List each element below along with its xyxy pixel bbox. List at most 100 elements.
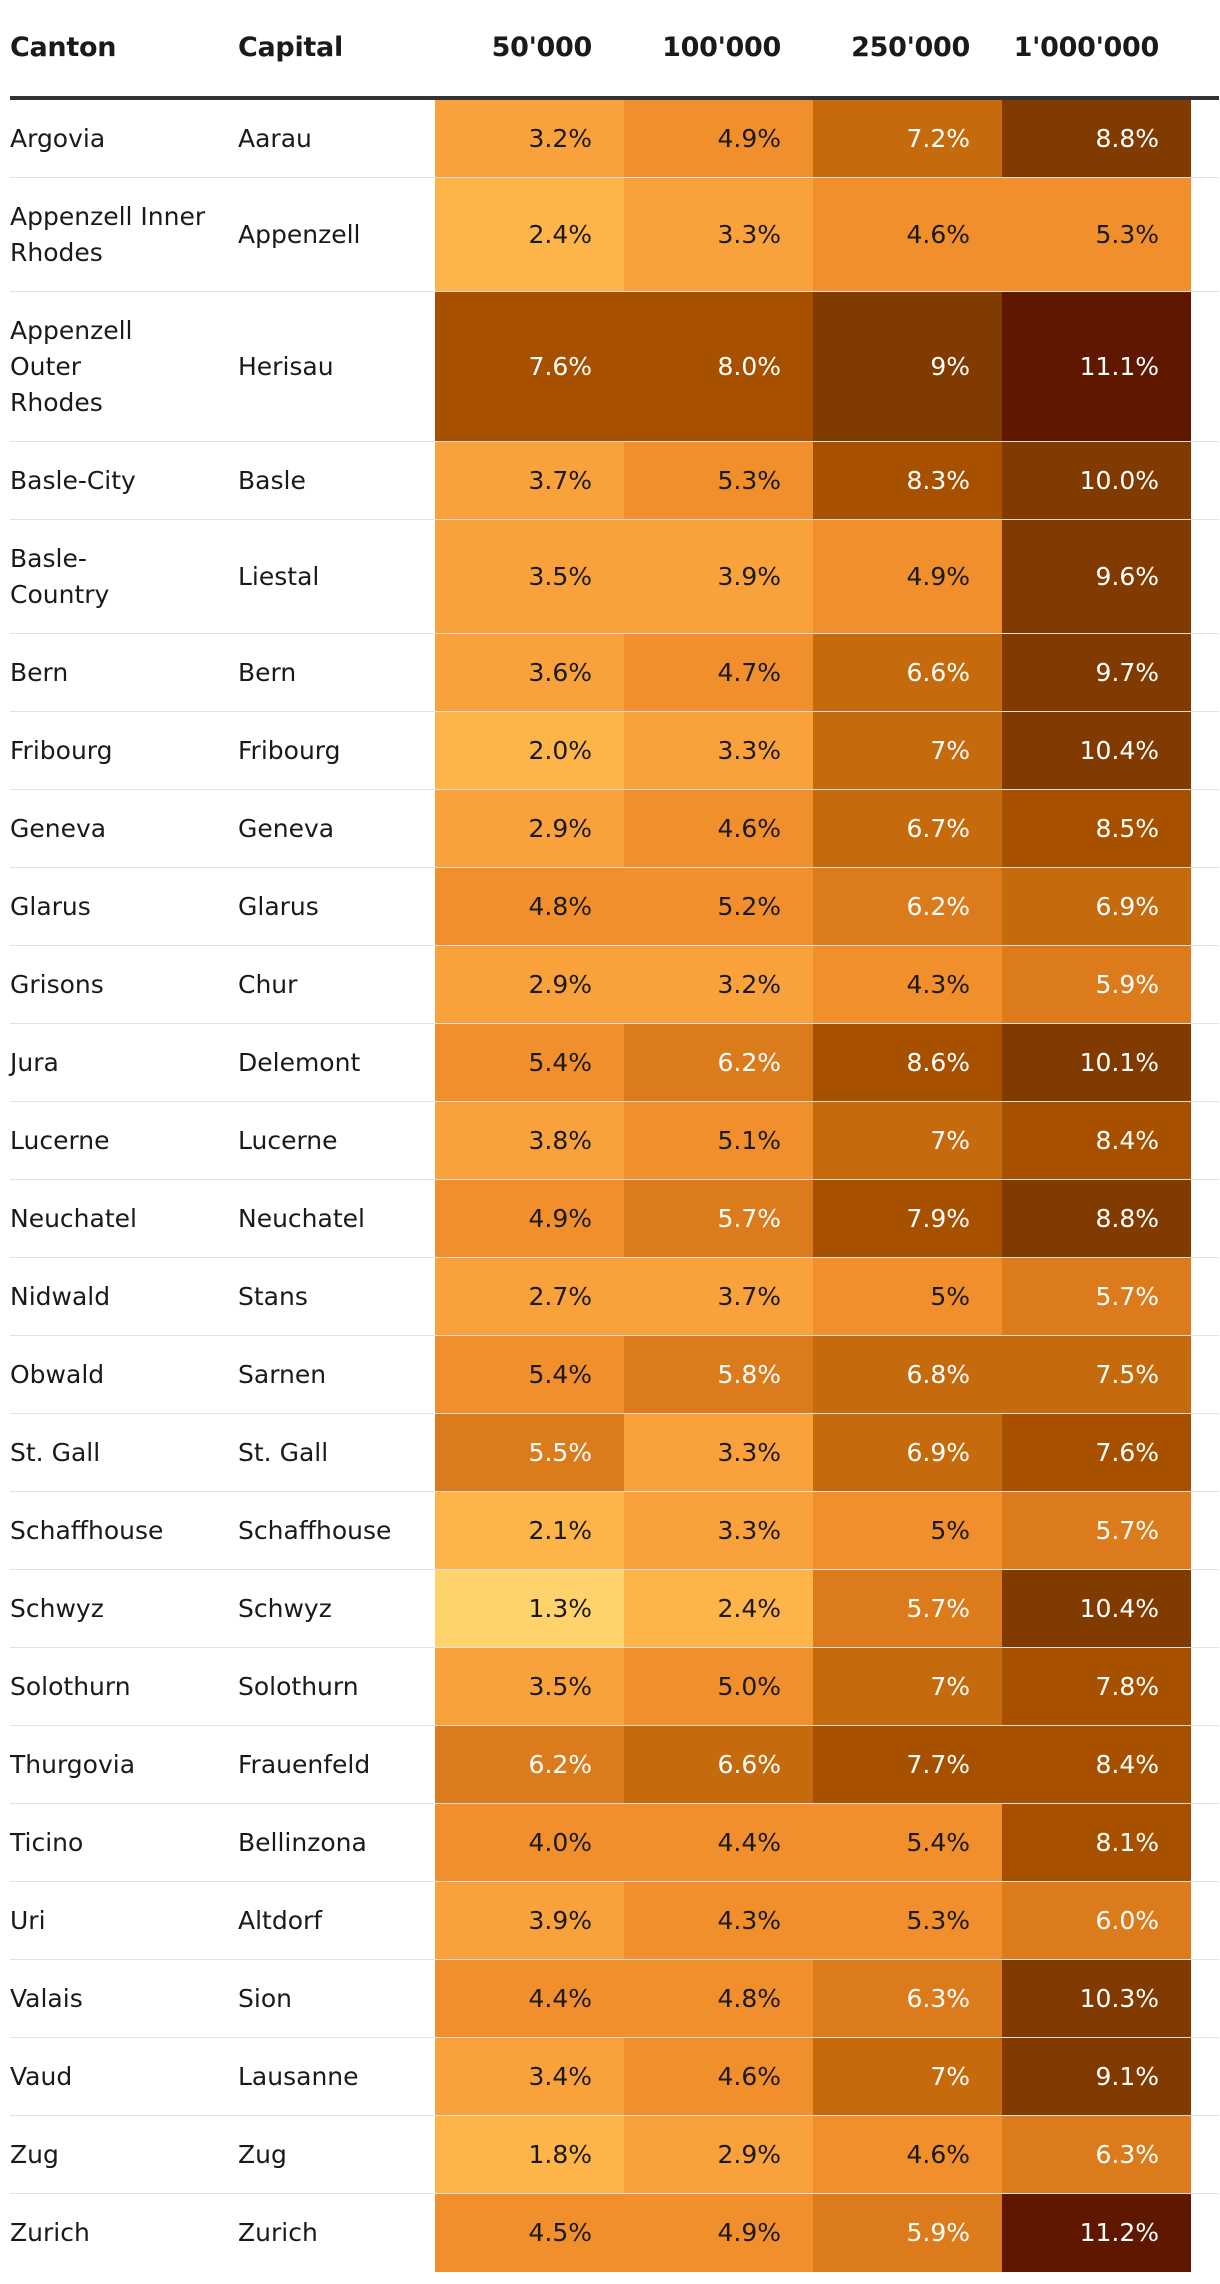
table-header: Canton Capital 50'000 100'000 250'000 1'… [10, 0, 1219, 100]
heat-cell-1000000: 10.1% [1002, 1024, 1191, 1101]
canton-schwyz: Schwyz [10, 1570, 238, 1647]
capital-label: Schaffhouse [238, 1515, 392, 1545]
capital-herisau: Herisau [238, 292, 435, 441]
heat-cell-1000000: 11.1% [1002, 292, 1191, 441]
heat-cell-1000000: 9.1% [1002, 2038, 1191, 2115]
canton-schaffhouse: Schaffhouse [10, 1492, 238, 1569]
header-250000: 250'000 [851, 32, 970, 63]
canton-label: Obwald [10, 1359, 105, 1389]
canton-label: Uri [10, 1905, 46, 1935]
canton-label: Nidwald [10, 1281, 111, 1311]
heat-cell-1000000: 5.7% [1002, 1258, 1191, 1335]
capital-solothurn: Solothurn [238, 1648, 435, 1725]
canton-appenzell-outer-rhodes: Appenzell Outer Rhodes [10, 292, 238, 441]
heat-cell-100000: 3.9% [624, 520, 813, 633]
table-row: Valais Sion 4.4% 4.8% 6.3% 10.3% [10, 1960, 1219, 2038]
capital-label: Herisau [238, 351, 334, 381]
canton-grisons: Grisons [10, 946, 238, 1023]
capital-appenzell: Appenzell [238, 178, 435, 291]
capital-label: Zug [238, 2139, 287, 2169]
heat-cell-50000: 3.7% [435, 442, 624, 519]
capital-sarnen: Sarnen [238, 1336, 435, 1413]
table-row: Jura Delemont 5.4% 6.2% 8.6% 10.1% [10, 1024, 1219, 1102]
capital-label: Zurich [238, 2218, 318, 2247]
table-row: Basle-Country Liestal 3.5% 3.9% 4.9% 9.6% [10, 520, 1219, 634]
heat-cell-1000000: 11.2% [1002, 2194, 1191, 2272]
capital-label: Delemont [238, 1047, 361, 1077]
heat-cell-1000000: 10.4% [1002, 1570, 1191, 1647]
capital-lucerne: Lucerne [238, 1102, 435, 1179]
canton-obwald: Obwald [10, 1336, 238, 1413]
table-row: Bern Bern 3.6% 4.7% 6.6% 9.7% [10, 634, 1219, 712]
heat-cell-50000: 2.9% [435, 790, 624, 867]
header-50000: 50'000 [491, 32, 593, 63]
canton-label: Jura [10, 1047, 59, 1077]
canton-label: Bern [10, 657, 69, 687]
canton-label: Appenzell Inner Rhodes [10, 201, 206, 267]
capital-neuchatel: Neuchatel [238, 1180, 435, 1257]
table-row: Uri Altdorf 3.9% 4.3% 5.3% 6.0% [10, 1882, 1219, 1960]
heat-cell-250000: 7% [813, 2038, 1002, 2115]
heat-cell-50000: 6.2% [435, 1726, 624, 1803]
canton-thurgovia: Thurgovia [10, 1726, 238, 1803]
heat-cell-100000: 2.9% [624, 2116, 813, 2193]
heat-cell-250000: 7.7% [813, 1726, 1002, 1803]
table-row: St. Gall St. Gall 5.5% 3.3% 6.9% 7.6% [10, 1414, 1219, 1492]
heat-cell-100000: 4.8% [624, 1960, 813, 2037]
heat-cell-100000: 5.8% [624, 1336, 813, 1413]
heat-cell-50000: 3.8% [435, 1102, 624, 1179]
heat-cell-1000000: 10.4% [1002, 712, 1191, 789]
canton-label: Basle-Country [10, 543, 110, 609]
heat-cell-1000000: 9.7% [1002, 634, 1191, 711]
canton-label: Solothurn [10, 1671, 131, 1701]
capital-label: Liestal [238, 561, 320, 591]
heat-cell-50000: 1.3% [435, 1570, 624, 1647]
table-row: Schaffhouse Schaffhouse 2.1% 3.3% 5% 5.7% [10, 1492, 1219, 1570]
canton-label: Grisons [10, 969, 104, 999]
heat-cell-100000: 3.7% [624, 1258, 813, 1335]
capital-label: Neuchatel [238, 1203, 365, 1233]
heat-cell-100000: 2.4% [624, 1570, 813, 1647]
canton-bern: Bern [10, 634, 238, 711]
capital-label: Lucerne [238, 1125, 338, 1155]
table-row: Nidwald Stans 2.7% 3.7% 5% 5.7% [10, 1258, 1219, 1336]
canton-argovia: Argovia [10, 100, 238, 177]
table-row: Appenzell Inner Rhodes Appenzell 2.4% 3.3% 4… [10, 178, 1219, 292]
heat-cell-50000: 5.4% [435, 1336, 624, 1413]
capital-label: Chur [238, 969, 298, 999]
heat-cell-250000: 6.9% [813, 1414, 1002, 1491]
capital-zurich: Zurich [238, 2194, 435, 2272]
heat-cell-1000000: 5.3% [1002, 178, 1191, 291]
capital-label: Solothurn [238, 1671, 359, 1701]
canton-label: Appenzell Outer Rhodes [10, 315, 133, 417]
capital-bellinzona: Bellinzona [238, 1804, 435, 1881]
heat-cell-100000: 4.9% [624, 2194, 813, 2272]
heat-cell-1000000: 8.4% [1002, 1726, 1191, 1803]
heat-cell-250000: 5% [813, 1492, 1002, 1569]
heat-cell-100000: 3.3% [624, 712, 813, 789]
canton-neuchatel: Neuchatel [10, 1180, 238, 1257]
capital-fribourg: Fribourg [238, 712, 435, 789]
heat-cell-100000: 6.6% [624, 1726, 813, 1803]
canton-label: Neuchatel [10, 1203, 137, 1233]
heat-cell-100000: 4.4% [624, 1804, 813, 1881]
heat-cell-250000: 7% [813, 1102, 1002, 1179]
heat-cell-250000: 6.3% [813, 1960, 1002, 2037]
heat-cell-1000000: 8.4% [1002, 1102, 1191, 1179]
capital-chur: Chur [238, 946, 435, 1023]
capital-altdorf: Altdorf [238, 1882, 435, 1959]
heat-cell-1000000: 6.0% [1002, 1882, 1191, 1959]
canton-solothurn: Solothurn [10, 1648, 238, 1725]
capital-label: Fribourg [238, 735, 341, 765]
header-canton: Canton [10, 32, 117, 63]
table-row: Appenzell Outer Rhodes Herisau 7.6% 8.0% 9% 1… [10, 292, 1219, 442]
table-row: Argovia Aarau 3.2% 4.9% 7.2% 8.8% [10, 100, 1219, 178]
heat-cell-50000: 1.8% [435, 2116, 624, 2193]
table-row: Basle-City Basle 3.7% 5.3% 8.3% 10.0% [10, 442, 1219, 520]
capital-label: Schwyz [238, 1593, 332, 1623]
heat-cell-50000: 5.4% [435, 1024, 624, 1101]
capital-label: Sarnen [238, 1359, 327, 1389]
heat-cell-1000000: 10.3% [1002, 1960, 1191, 2037]
heat-cell-50000: 2.7% [435, 1258, 624, 1335]
heat-cell-250000: 9% [813, 292, 1002, 441]
